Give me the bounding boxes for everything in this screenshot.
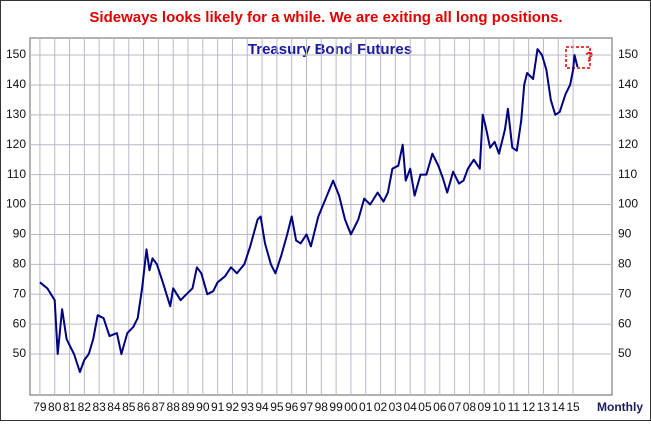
y-tick-label: 150	[6, 47, 26, 61]
x-tick-label: 93	[241, 400, 255, 414]
x-tick-label: 79	[33, 400, 47, 414]
x-tick-label: 11	[508, 400, 521, 414]
y-tick-label-right: 50	[618, 346, 632, 360]
x-tick-label: 00	[344, 400, 358, 414]
x-tick-label: 08	[463, 400, 477, 414]
x-tick-label: 01	[359, 400, 373, 414]
x-tick-label: 94	[255, 400, 269, 414]
y-tick-label: 60	[13, 316, 27, 330]
x-tick-label: 15	[566, 400, 580, 414]
y-tick-label-right: 130	[618, 107, 638, 121]
x-tick-label: 84	[107, 400, 121, 414]
x-tick-label: 92	[226, 400, 240, 414]
x-tick-label: 90	[196, 400, 210, 414]
chart-subtitle: Treasury Bond Futures	[248, 41, 412, 58]
y-tick-label: 110	[7, 167, 26, 181]
x-tick-label: 02	[374, 400, 388, 414]
y-tick-label-right: 120	[618, 137, 638, 151]
x-tick-label: 88	[167, 400, 181, 414]
x-tick-label: 14	[552, 400, 566, 414]
x-tick-label: 09	[478, 400, 492, 414]
y-tick-label-right: 80	[618, 257, 632, 271]
y-tick-label-right: 150	[618, 47, 638, 61]
x-tick-label: 04	[403, 400, 417, 414]
target-box	[565, 46, 591, 69]
x-tick-label: 85	[122, 400, 136, 414]
annotation: ?	[585, 49, 594, 65]
x-tick-label: 82	[78, 400, 92, 414]
x-tick-label: 95	[270, 400, 284, 414]
x-tick-label: 10	[492, 400, 506, 414]
price-line	[39, 48, 579, 373]
y-tick-label: 140	[6, 77, 26, 91]
x-tick-label: 05	[418, 400, 432, 414]
x-tick-label: 96	[285, 400, 299, 414]
x-axis-label: Monthly	[597, 400, 643, 414]
x-tick-label: 86	[137, 400, 151, 414]
x-tick-label: 06	[433, 400, 447, 414]
x-tick-label: 91	[211, 400, 225, 414]
y-tick-label-right: 140	[618, 77, 638, 91]
y-tick-label: 70	[13, 286, 27, 300]
y-tick-label-right: 110	[618, 167, 637, 181]
x-tick-label: 87	[152, 400, 166, 414]
x-tick-label: 98	[315, 400, 329, 414]
y-tick-label: 50	[13, 346, 27, 360]
y-tick-label-right: 60	[618, 316, 632, 330]
x-tick-label: 03	[389, 400, 403, 414]
x-tick-label: 97	[300, 400, 314, 414]
y-tick-label: 120	[6, 137, 26, 151]
x-tick-label: 83	[92, 400, 106, 414]
x-tick-label: 80	[48, 400, 62, 414]
y-tick-label: 80	[13, 257, 27, 271]
y-tick-label-right: 70	[618, 286, 632, 300]
y-tick-label: 90	[13, 227, 27, 241]
x-tick-label: 81	[63, 400, 77, 414]
x-tick-label: 13	[537, 400, 551, 414]
x-tick-label: 12	[522, 400, 536, 414]
y-tick-label-right: 100	[618, 197, 638, 211]
x-tick-label: 07	[448, 400, 462, 414]
x-tick-label: 89	[181, 400, 195, 414]
y-tick-label: 130	[6, 107, 26, 121]
chart-title: Sideways looks likely for a while. We ar…	[89, 9, 562, 26]
y-tick-label: 100	[6, 197, 26, 211]
y-tick-label-right: 90	[618, 227, 632, 241]
x-tick-label: 99	[329, 400, 343, 414]
